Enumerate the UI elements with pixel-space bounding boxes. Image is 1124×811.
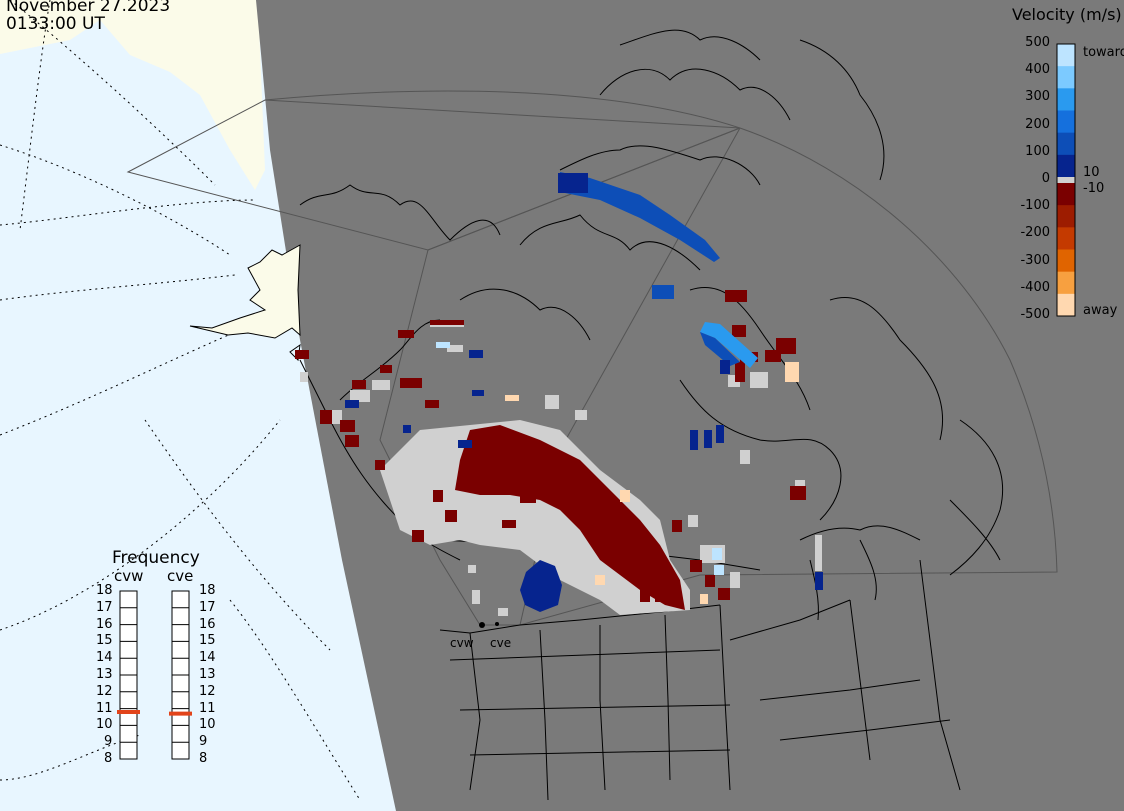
colorbar-segment — [1057, 66, 1075, 89]
frequency-tick: 17 — [199, 599, 216, 615]
colorbar-segment — [1057, 293, 1075, 317]
frequency-tick: 13 — [199, 667, 216, 682]
alaska-outline — [189, 244, 301, 339]
night-shading — [256, 0, 1124, 811]
frequency-tick: 14 — [199, 650, 216, 666]
velocity-legend-title: Velocity (m/s) — [1012, 5, 1122, 24]
colorbar-segment — [1057, 183, 1075, 206]
colorbar-segment — [1057, 88, 1075, 111]
frequency-tick: 15 — [96, 633, 113, 649]
velocity-colorbar — [1056, 43, 1076, 317]
colorbar-segment — [1057, 177, 1075, 183]
colorbar-segment — [1057, 271, 1075, 295]
velocity-tick: 400 — [1025, 62, 1050, 78]
velocity-tick: -300 — [1020, 252, 1050, 268]
velocity-inner-tick: -10 — [1083, 181, 1105, 196]
colorbar-segment — [1057, 227, 1075, 250]
frequency-tick: 14 — [96, 650, 113, 666]
velocity-tick: 100 — [1025, 143, 1050, 159]
frequency-tick: 11 — [96, 700, 113, 716]
frequency-tick: 8 — [199, 751, 208, 766]
frequency-tick: 16 — [96, 616, 113, 632]
coastlines — [299, 29, 1004, 576]
toward-label: toward — [1083, 45, 1124, 60]
colorbar-segment — [1057, 44, 1075, 67]
velocity-tick: -200 — [1020, 225, 1050, 241]
frequency-radar-label: cvw — [114, 567, 144, 585]
frequency-bars — [117, 590, 192, 760]
frequency-tick: 12 — [199, 683, 216, 699]
colorbar-segment — [1057, 132, 1075, 156]
frequency-tick: 10 — [199, 717, 216, 733]
lat-lon-grid — [0, 0, 361, 801]
frequency-radar-label: cve — [167, 567, 194, 585]
frequency-tick: 13 — [96, 667, 113, 682]
colorbar-segment — [1057, 154, 1075, 178]
frequency-tick: 11 — [199, 700, 216, 716]
circle-dot-icon — [495, 622, 499, 626]
away-label: away — [1083, 303, 1118, 318]
radar-site-label: cve — [490, 636, 512, 650]
velocity-inner-tick: 10 — [1083, 165, 1100, 180]
date-label: November 27.2023 — [6, 0, 171, 16]
frequency-tick: 15 — [199, 633, 216, 649]
colorbar-segment — [1057, 205, 1075, 228]
velocity-tick: -400 — [1020, 279, 1050, 295]
velocity-tick: 300 — [1025, 89, 1050, 105]
frequency-title: Frequency — [112, 548, 200, 568]
frequency-tick: 9 — [104, 734, 113, 750]
colorbar-segment — [1057, 110, 1075, 134]
velocity-tick: 0 — [1041, 171, 1050, 186]
frequency-tick: 9 — [199, 734, 208, 750]
velocity-tick: -500 — [1020, 307, 1050, 322]
fast-away-cells — [505, 362, 799, 604]
colorbar-segment — [1057, 249, 1075, 273]
frequency-tick: 18 — [199, 583, 216, 598]
frequency-tick: 16 — [199, 616, 216, 632]
time-label: 0133:00 UT — [6, 14, 105, 34]
frequency-tick: 10 — [96, 717, 113, 733]
velocity-tick: 200 — [1025, 116, 1050, 132]
frequency-tick: 12 — [96, 683, 113, 699]
circle-dot-icon — [479, 622, 485, 628]
colorbar-frame — [1056, 43, 1076, 317]
toward-velocity-cells — [345, 172, 823, 612]
velocity-tick: -100 — [1020, 198, 1050, 214]
velocity-tick: 500 — [1025, 35, 1050, 50]
frequency-tick: 17 — [96, 599, 113, 615]
daylit-land — [0, 0, 265, 190]
radar-site-label: cvw — [450, 636, 474, 650]
frequency-tick: 8 — [104, 751, 113, 766]
frequency-tick: 18 — [96, 583, 113, 598]
